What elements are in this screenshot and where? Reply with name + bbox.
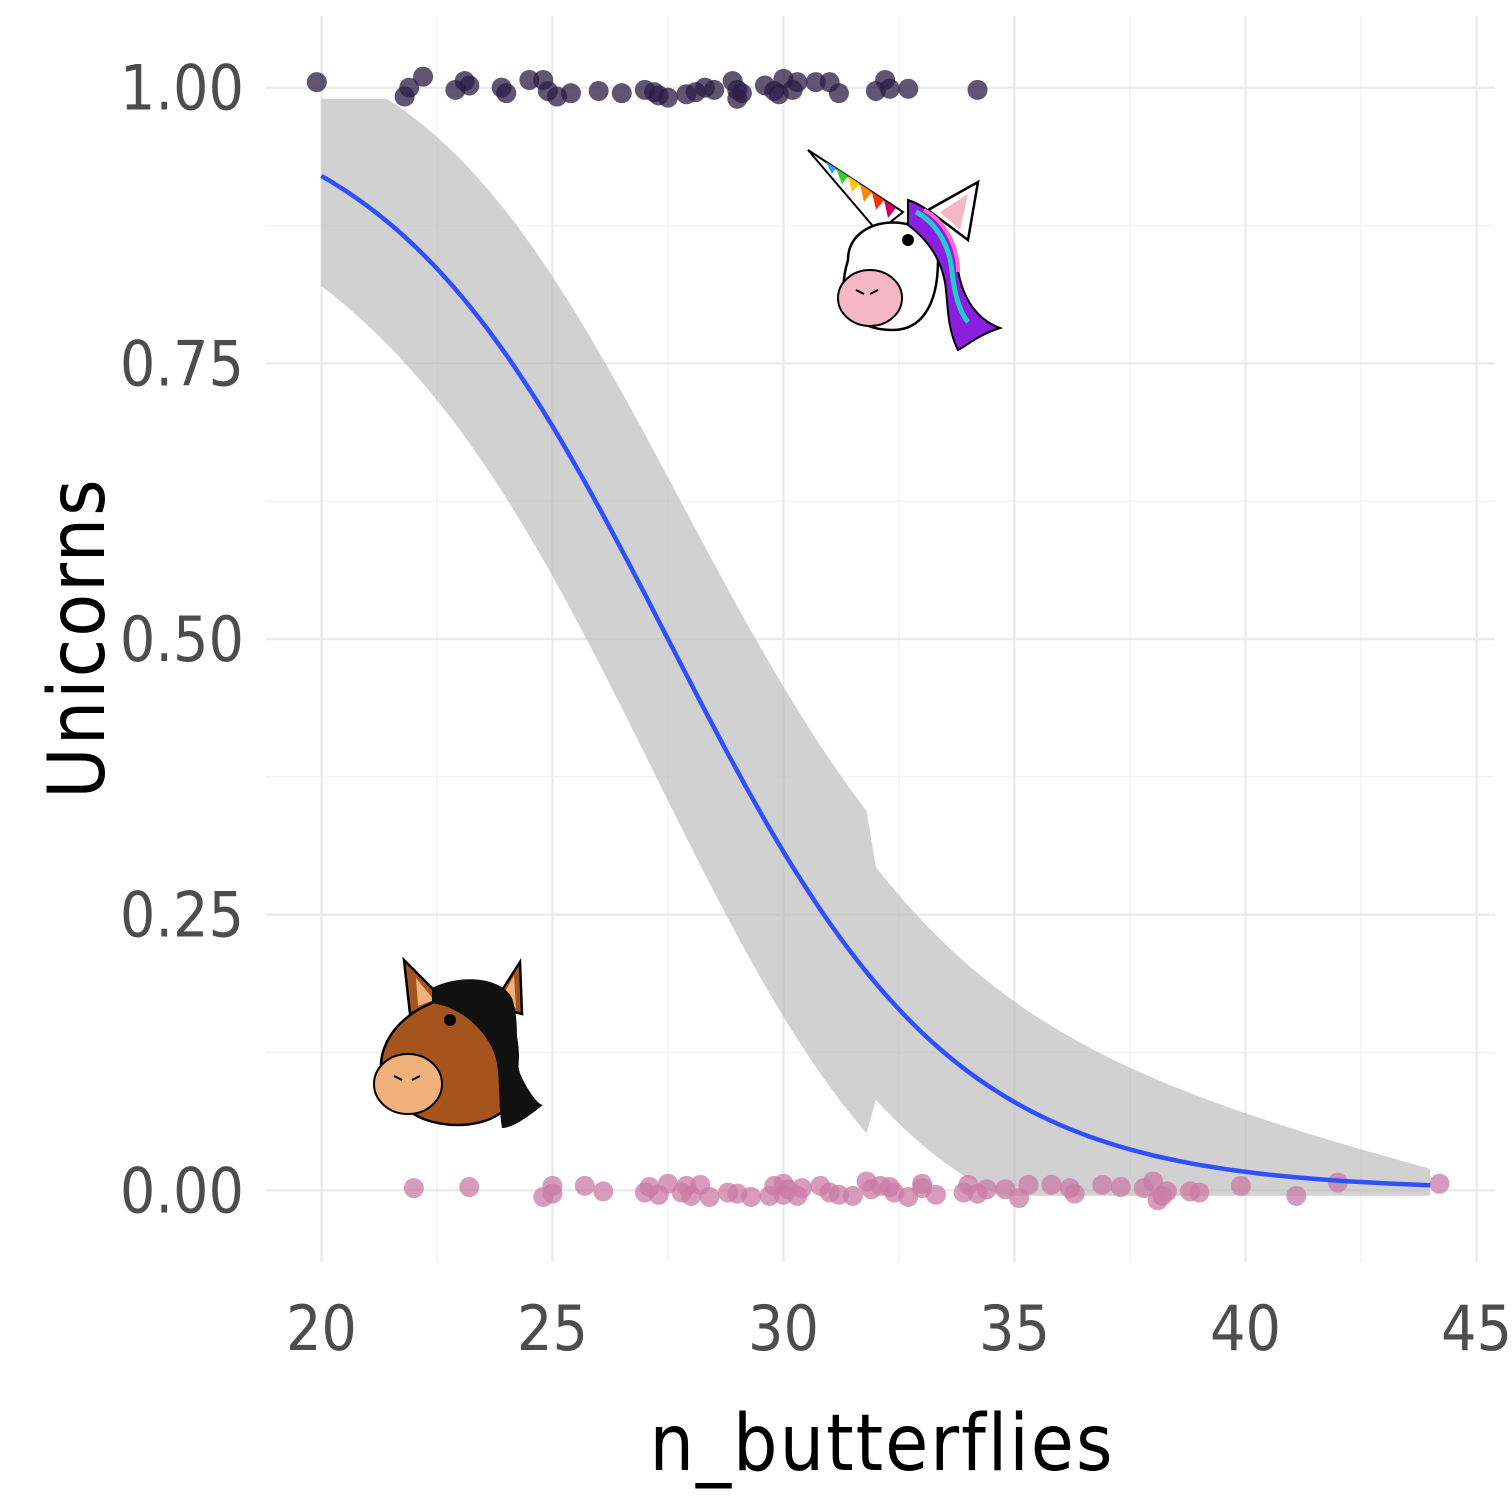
y-axis-ticks: 0.00 0.25 0.50 0.75 1.00 bbox=[120, 52, 244, 1228]
points-layer bbox=[306, 66, 1450, 1211]
horse-point bbox=[1143, 1171, 1164, 1192]
horse-point bbox=[459, 1177, 480, 1198]
horse-point bbox=[1156, 1181, 1177, 1202]
x-axis-ticks: 20 25 30 35 40 45 bbox=[286, 1292, 1512, 1365]
horse-point bbox=[925, 1184, 946, 1205]
horse-point bbox=[542, 1175, 563, 1196]
x-tick-label: 25 bbox=[517, 1292, 588, 1365]
x-axis-title: n_butterflies bbox=[649, 1399, 1114, 1489]
horse-point bbox=[574, 1175, 595, 1196]
unicorn-point bbox=[611, 83, 632, 104]
unicorn-point bbox=[828, 83, 849, 104]
y-tick-label: 0.50 bbox=[120, 603, 244, 676]
horse-point bbox=[1064, 1183, 1085, 1204]
horse-point bbox=[842, 1185, 863, 1206]
horse-point bbox=[1110, 1177, 1131, 1198]
horse-point bbox=[976, 1179, 997, 1200]
unicorn-point bbox=[704, 79, 725, 100]
unicorn-point bbox=[519, 69, 540, 90]
y-axis-title: Unicorns bbox=[33, 477, 123, 798]
horse-point bbox=[1092, 1174, 1113, 1195]
x-tick-label: 35 bbox=[979, 1292, 1050, 1365]
unicorn-point bbox=[805, 72, 826, 93]
x-tick-label: 30 bbox=[748, 1292, 819, 1365]
x-tick-label: 45 bbox=[1441, 1292, 1512, 1365]
unicorn-point bbox=[399, 77, 420, 98]
confidence-ribbon-layer bbox=[321, 98, 1431, 1196]
horse-head-icon bbox=[373, 956, 544, 1128]
unicorn-point bbox=[413, 66, 434, 87]
y-tick-label: 1.00 bbox=[120, 52, 244, 125]
y-tick-label: 0.00 bbox=[120, 1154, 244, 1227]
horse-point bbox=[1286, 1185, 1307, 1206]
horse-point bbox=[403, 1178, 424, 1199]
unicorn-point bbox=[731, 83, 752, 104]
horse-point bbox=[1230, 1175, 1251, 1196]
horse-point bbox=[593, 1181, 614, 1202]
y-tick-label: 0.25 bbox=[120, 879, 244, 952]
x-tick-label: 40 bbox=[1210, 1292, 1281, 1365]
horse-point bbox=[1041, 1174, 1062, 1195]
unicorn-point bbox=[496, 83, 517, 104]
confidence-ribbon bbox=[321, 98, 1431, 1196]
fit-line-layer bbox=[320, 173, 1431, 1188]
unicorn-point bbox=[588, 80, 609, 101]
fit-line bbox=[320, 173, 1431, 1188]
y-tick-label: 0.75 bbox=[120, 327, 244, 400]
horse-point bbox=[791, 1178, 812, 1199]
x-tick-label: 20 bbox=[286, 1292, 357, 1365]
unicorn-point bbox=[560, 83, 581, 104]
horse-point bbox=[1018, 1174, 1039, 1195]
unicorn-point bbox=[787, 72, 808, 93]
unicorn-point bbox=[898, 78, 919, 99]
horse-point bbox=[1429, 1173, 1450, 1194]
unicorn-point bbox=[879, 78, 900, 99]
unicorn-point bbox=[967, 79, 988, 100]
horse-point bbox=[1189, 1182, 1210, 1203]
unicorn-point bbox=[459, 75, 480, 96]
horse-point bbox=[741, 1186, 762, 1207]
unicorn-point bbox=[657, 87, 678, 108]
unicorn-head-icon bbox=[807, 149, 1004, 352]
horse-point bbox=[699, 1186, 720, 1207]
unicorn-point bbox=[306, 72, 327, 93]
